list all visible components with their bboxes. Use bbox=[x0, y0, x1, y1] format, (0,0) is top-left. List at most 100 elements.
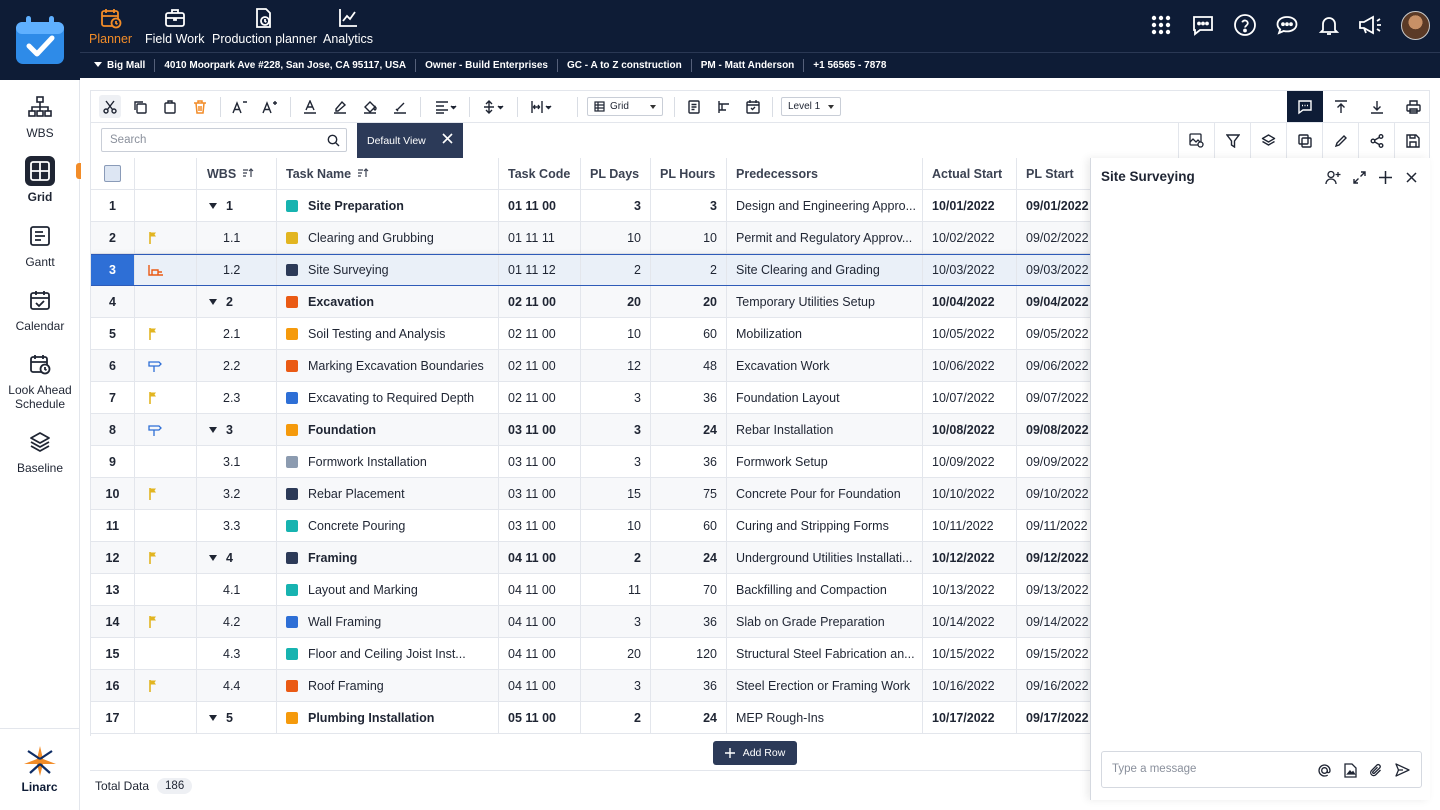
milestone-flag-icon[interactable] bbox=[148, 615, 158, 629]
table-row[interactable]: 16 4.4 Roof Framing 04 11 00 3 36 Steel Erecti… bbox=[91, 670, 1090, 702]
pl-days-cell[interactable]: 3 bbox=[581, 382, 651, 413]
task-name-header[interactable]: Task Name bbox=[277, 158, 499, 189]
table-row[interactable]: 11 3.3 Concrete Pouring 03 11 00 10 60 Curing … bbox=[91, 510, 1090, 542]
pl-start-cell[interactable]: 09/08/2022 bbox=[1017, 414, 1090, 445]
grid-view-select[interactable]: Grid bbox=[587, 97, 663, 116]
actual-start-header[interactable]: Actual Start bbox=[923, 158, 1017, 189]
row-flag-cell[interactable] bbox=[135, 606, 197, 637]
actual-start-cell[interactable]: 10/14/2022 bbox=[923, 606, 1017, 637]
actual-start-cell[interactable]: 10/11/2022 bbox=[923, 510, 1017, 541]
table-row[interactable]: 15 4.3 Floor and Ceiling Joist Inst... 04 1… bbox=[91, 638, 1090, 670]
chat-bubble-icon[interactable] bbox=[1274, 12, 1300, 38]
megaphone-icon[interactable] bbox=[1357, 12, 1383, 38]
task-code-cell[interactable]: 04 11 00 bbox=[499, 542, 581, 573]
row-number[interactable]: 9 bbox=[91, 446, 135, 477]
actual-start-cell[interactable]: 10/13/2022 bbox=[923, 574, 1017, 605]
row-number[interactable]: 16 bbox=[91, 670, 135, 701]
actual-start-cell[interactable]: 10/16/2022 bbox=[923, 670, 1017, 701]
table-row[interactable]: 9 3.1 Formwork Installation 03 11 00 3 36 Form… bbox=[91, 446, 1090, 478]
task-code-cell[interactable]: 02 11 00 bbox=[499, 318, 581, 349]
row-flag-cell[interactable] bbox=[135, 574, 197, 605]
file-attachment-icon[interactable] bbox=[1342, 762, 1358, 778]
pl-days-cell[interactable]: 10 bbox=[581, 318, 651, 349]
wbs-cell[interactable]: 3.3 bbox=[197, 510, 277, 541]
predecessors-cell[interactable]: Slab on Grade Preparation bbox=[727, 606, 923, 637]
pl-days-header[interactable]: PL Days bbox=[581, 158, 651, 189]
task-code-cell[interactable]: 02 11 00 bbox=[499, 382, 581, 413]
task-name-cell[interactable]: Clearing and Grubbing bbox=[277, 222, 499, 253]
task-name-cell[interactable]: Floor and Ceiling Joist Inst... bbox=[277, 638, 499, 669]
actual-start-cell[interactable]: 10/04/2022 bbox=[923, 286, 1017, 317]
pl-hours-cell[interactable]: 20 bbox=[651, 286, 727, 317]
pl-hours-cell[interactable]: 24 bbox=[651, 542, 727, 573]
border-color-icon[interactable] bbox=[389, 91, 411, 122]
row-number[interactable]: 14 bbox=[91, 606, 135, 637]
row-number[interactable]: 11 bbox=[91, 510, 135, 541]
increase-font-icon[interactable] bbox=[259, 91, 281, 122]
task-code-cell[interactable]: 01 11 12 bbox=[499, 255, 581, 285]
level-select[interactable]: Level 1 bbox=[781, 97, 841, 116]
pl-start-cell[interactable]: 09/13/2022 bbox=[1017, 574, 1090, 605]
actual-start-cell[interactable]: 10/03/2022 bbox=[923, 255, 1017, 285]
signpost-icon[interactable] bbox=[148, 424, 162, 436]
task-code-cell[interactable]: 04 11 00 bbox=[499, 638, 581, 669]
wbs-cell[interactable]: 1.2 bbox=[197, 255, 277, 285]
pl-start-cell[interactable]: 09/14/2022 bbox=[1017, 606, 1090, 637]
task-code-cell[interactable]: 01 11 00 bbox=[499, 190, 581, 221]
task-name-cell[interactable]: Excavating to Required Depth bbox=[277, 382, 499, 413]
task-name-cell[interactable]: Layout and Marking bbox=[277, 574, 499, 605]
pl-start-cell[interactable]: 09/01/2022 bbox=[1017, 190, 1090, 221]
pl-hours-cell[interactable]: 36 bbox=[651, 446, 727, 477]
align-dropdown[interactable] bbox=[431, 91, 461, 122]
row-number[interactable]: 6 bbox=[91, 350, 135, 381]
fill-color-icon[interactable] bbox=[359, 91, 381, 122]
hierarchy-tree-icon[interactable] bbox=[713, 91, 735, 122]
row-number[interactable]: 3 bbox=[91, 255, 135, 285]
delete-icon[interactable] bbox=[189, 91, 211, 122]
task-code-cell[interactable]: 03 11 00 bbox=[499, 510, 581, 541]
task-name-cell[interactable]: Excavation bbox=[277, 286, 499, 317]
task-code-cell[interactable]: 04 11 00 bbox=[499, 670, 581, 701]
pl-start-cell[interactable]: 09/05/2022 bbox=[1017, 318, 1090, 349]
row-flag-cell[interactable] bbox=[135, 510, 197, 541]
row-number[interactable]: 7 bbox=[91, 382, 135, 413]
wbs-cell[interactable]: 4 bbox=[197, 542, 277, 573]
task-name-cell[interactable]: Roof Framing bbox=[277, 670, 499, 701]
actual-start-cell[interactable]: 10/06/2022 bbox=[923, 350, 1017, 381]
constraint-icon[interactable] bbox=[148, 264, 164, 276]
wbs-cell[interactable]: 4.2 bbox=[197, 606, 277, 637]
task-code-cell[interactable]: 03 11 00 bbox=[499, 446, 581, 477]
pl-start-cell[interactable]: 09/07/2022 bbox=[1017, 382, 1090, 413]
pl-start-cell[interactable]: 09/10/2022 bbox=[1017, 478, 1090, 509]
sidebar-item-gantt[interactable]: Gantt bbox=[0, 221, 80, 269]
select-all-checkbox[interactable] bbox=[104, 165, 121, 182]
view-chip[interactable]: Default View bbox=[357, 123, 463, 158]
task-code-cell[interactable]: 03 11 00 bbox=[499, 414, 581, 445]
task-code-cell[interactable]: 03 11 00 bbox=[499, 478, 581, 509]
sidebar-item-wbs[interactable]: WBS bbox=[0, 92, 80, 140]
pl-hours-cell[interactable]: 36 bbox=[651, 382, 727, 413]
pl-hours-cell[interactable]: 36 bbox=[651, 670, 727, 701]
wbs-cell[interactable]: 1 bbox=[197, 190, 277, 221]
row-flag-cell[interactable] bbox=[135, 286, 197, 317]
collapse-caret-icon[interactable] bbox=[209, 298, 217, 305]
pl-days-cell[interactable]: 3 bbox=[581, 414, 651, 445]
download-icon[interactable] bbox=[1365, 91, 1389, 122]
row-flag-cell[interactable] bbox=[135, 542, 197, 573]
wbs-cell[interactable]: 4.4 bbox=[197, 670, 277, 701]
pl-hours-cell[interactable]: 3 bbox=[651, 190, 727, 221]
row-flag-cell[interactable] bbox=[135, 414, 197, 445]
add-icon[interactable] bbox=[1376, 168, 1394, 186]
predecessors-cell[interactable]: Excavation Work bbox=[727, 350, 923, 381]
wbs-cell[interactable]: 4.1 bbox=[197, 574, 277, 605]
predecessors-cell[interactable]: Site Clearing and Grading bbox=[727, 255, 923, 285]
predecessors-header[interactable]: Predecessors bbox=[727, 158, 923, 189]
task-name-cell[interactable]: Formwork Installation bbox=[277, 446, 499, 477]
pl-hours-cell[interactable]: 2 bbox=[651, 255, 727, 285]
pl-start-cell[interactable]: 09/15/2022 bbox=[1017, 638, 1090, 669]
messages-icon[interactable] bbox=[1190, 12, 1216, 38]
column-dropdown[interactable] bbox=[527, 91, 557, 122]
user-avatar[interactable] bbox=[1401, 11, 1430, 40]
print-icon[interactable] bbox=[1401, 91, 1425, 122]
task-name-cell[interactable]: Soil Testing and Analysis bbox=[277, 318, 499, 349]
